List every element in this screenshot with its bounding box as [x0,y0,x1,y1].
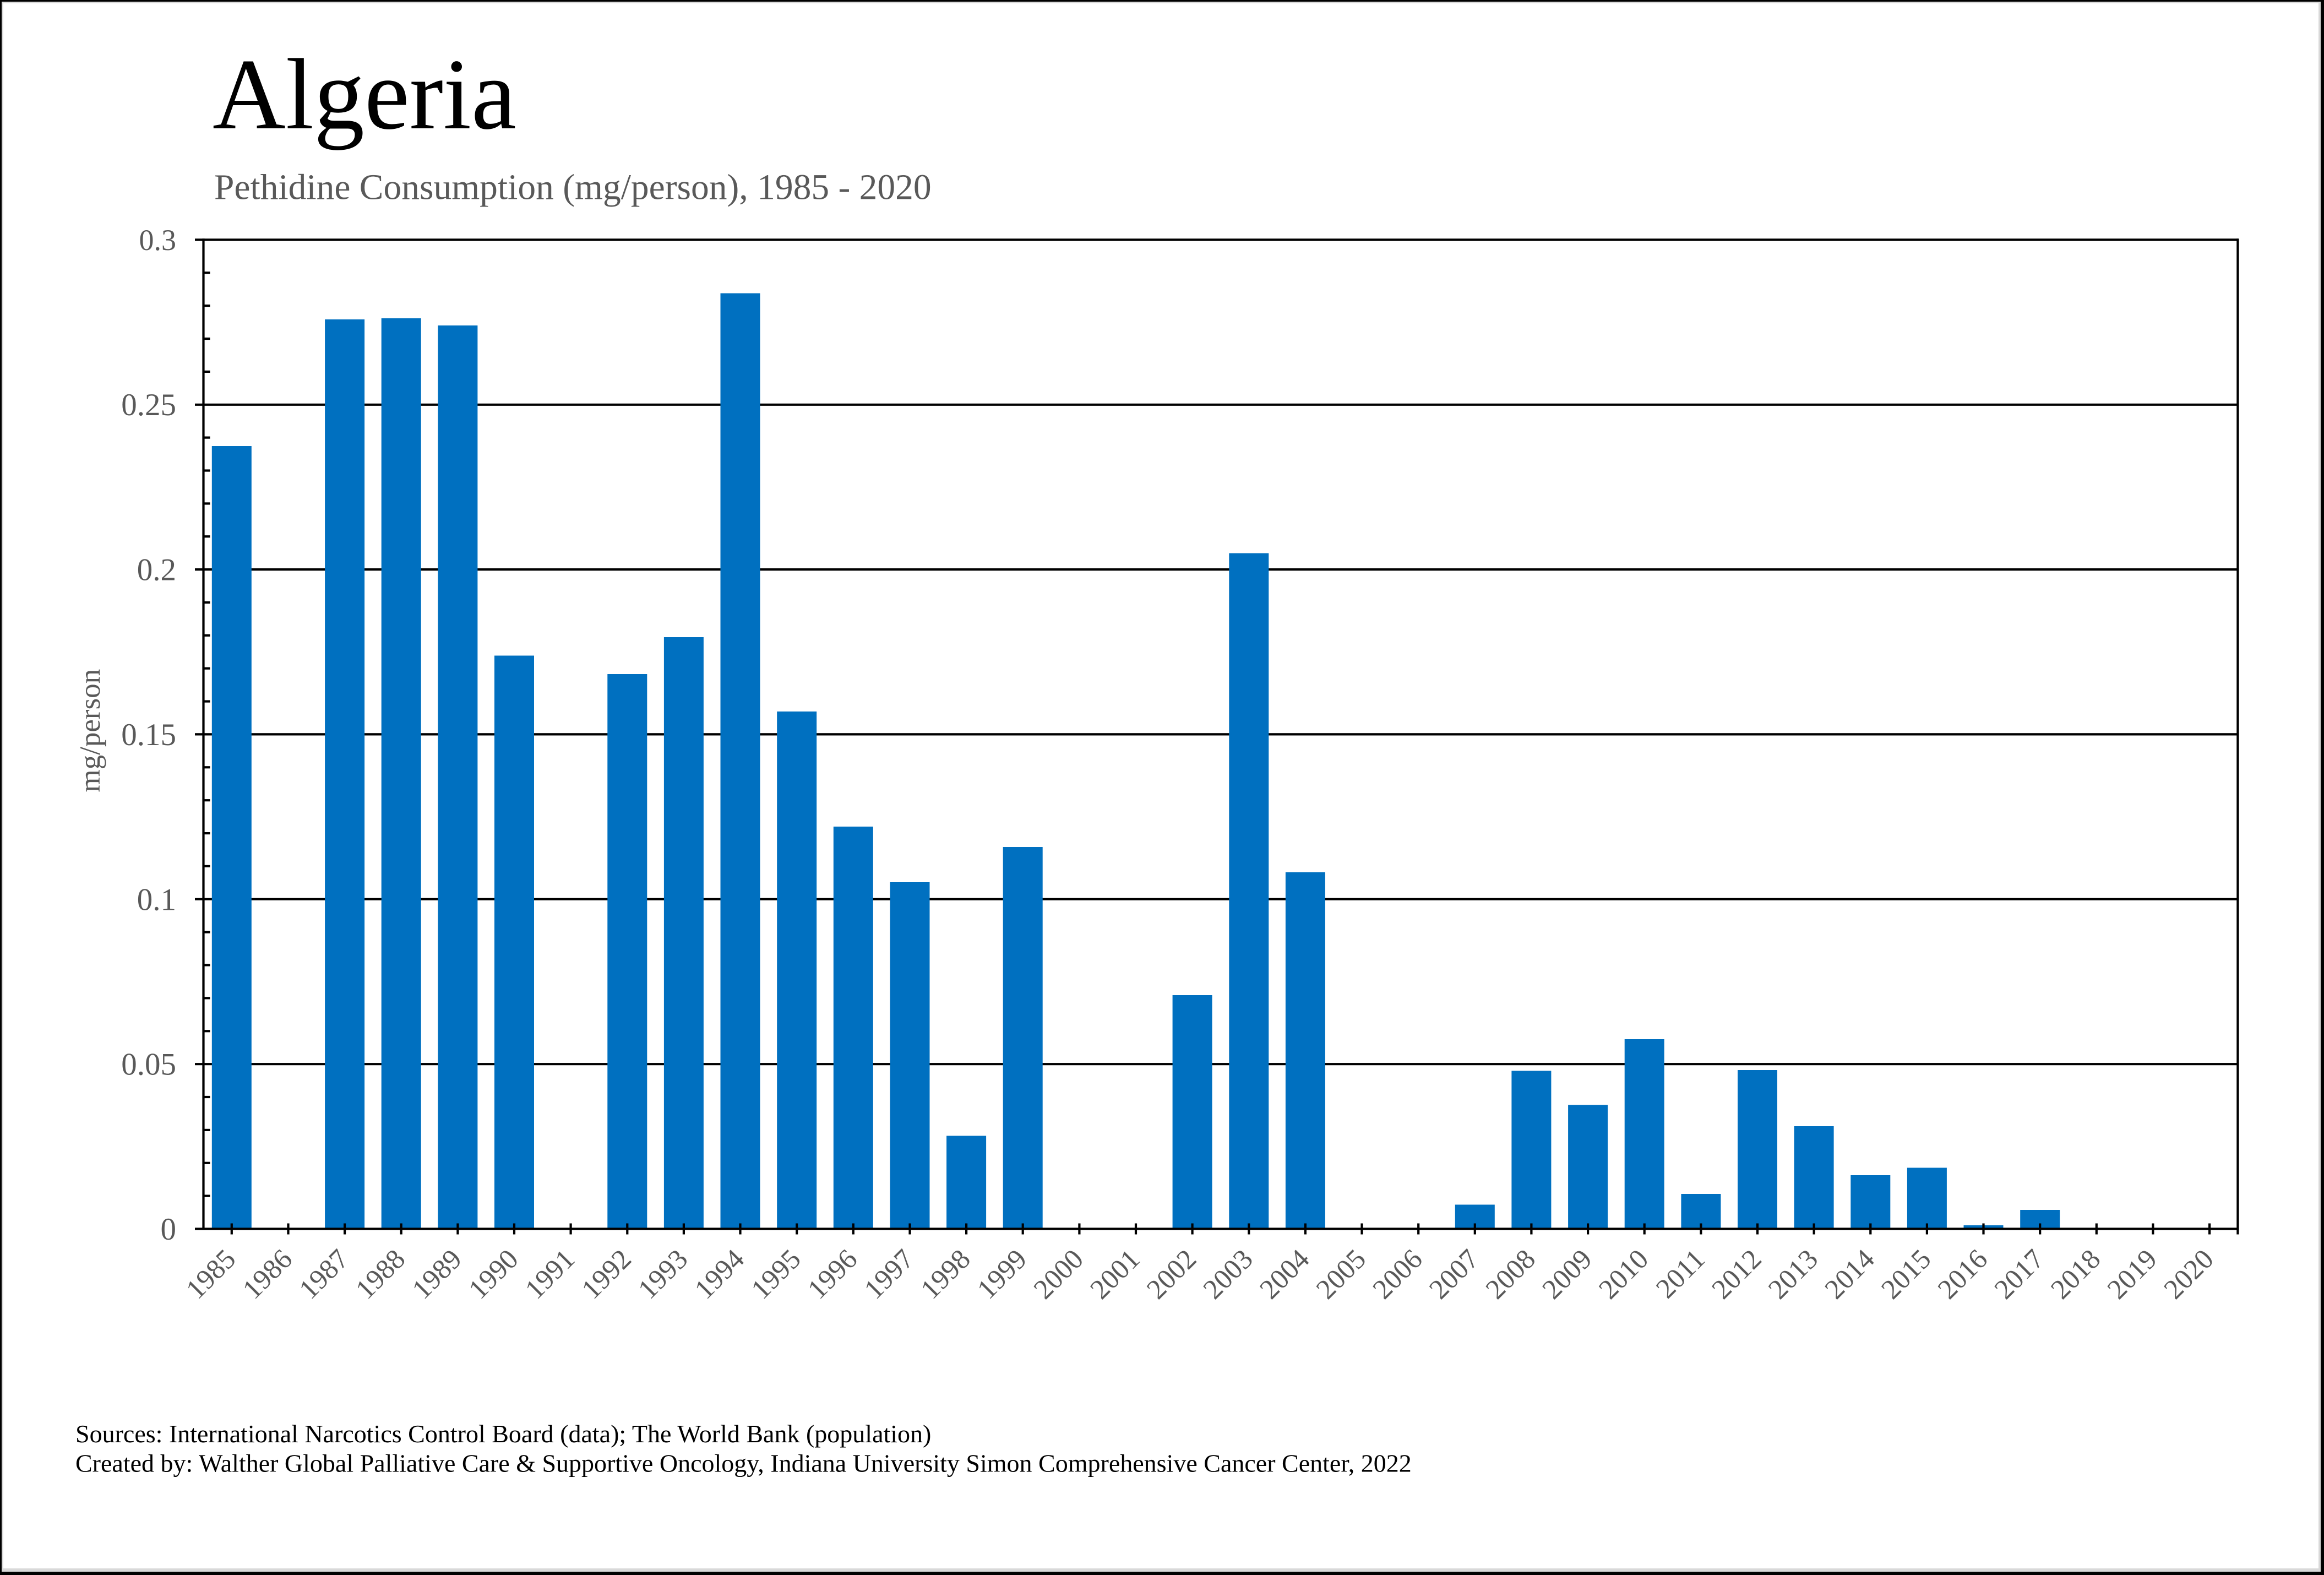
svg-text:0.1: 0.1 [137,882,176,917]
svg-text:0.25: 0.25 [121,388,176,422]
svg-text:Algeria: Algeria [213,38,516,150]
svg-text:Sources: International Narcoti: Sources: International Narcotics Control… [75,1420,931,1448]
svg-text:0.05: 0.05 [121,1047,176,1082]
svg-text:0: 0 [161,1212,177,1247]
svg-text:0.15: 0.15 [121,718,176,752]
svg-text:0.3: 0.3 [139,224,177,257]
svg-text:0.2: 0.2 [137,553,176,588]
svg-text:Pethidine Consumption (mg/pers: Pethidine Consumption (mg/person), 1985 … [214,168,932,208]
svg-text:mg/person: mg/person [74,669,106,792]
svg-text:Created by: Walther Global Pal: Created by: Walther Global Palliative Ca… [75,1449,1412,1478]
